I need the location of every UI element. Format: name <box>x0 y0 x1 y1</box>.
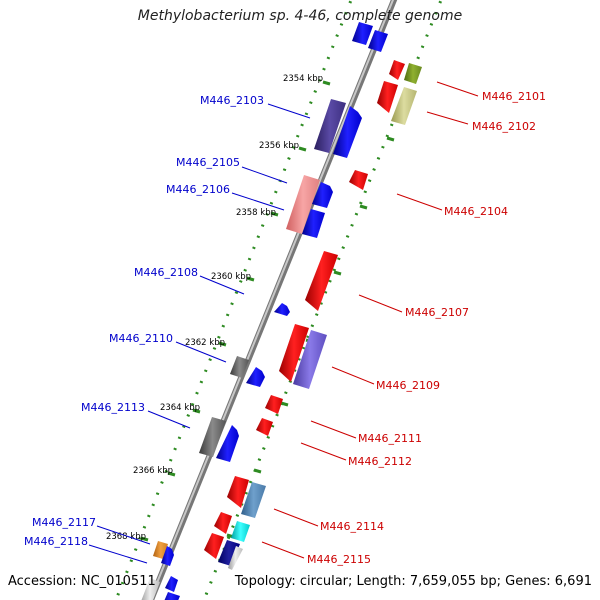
kbp-label: 2364 kbp <box>160 403 200 413</box>
gene-feature[interactable] <box>286 175 320 234</box>
gene-feature[interactable] <box>333 106 362 158</box>
gene-label[interactable]: M446_2111 <box>358 432 422 445</box>
gene-label[interactable]: M446_2103 <box>200 94 264 107</box>
gene-label[interactable]: M446_2102 <box>472 120 536 133</box>
kbp-label: 2354 kbp <box>283 74 323 84</box>
gene-label[interactable]: M446_2107 <box>405 306 469 319</box>
gene-label[interactable]: M446_2108 <box>134 266 198 279</box>
gene-label[interactable]: M446_2117 <box>32 516 96 529</box>
gene-feature[interactable] <box>279 324 309 382</box>
gene-label[interactable]: M446_2105 <box>176 156 240 169</box>
accession-text: Accession: NC_010511 <box>8 574 156 589</box>
gene-label[interactable]: M446_2106 <box>166 183 230 196</box>
gene-feature[interactable] <box>389 60 405 80</box>
gene-feature[interactable] <box>349 170 368 190</box>
gene-label[interactable]: M446_2113 <box>81 401 145 414</box>
gene-feature[interactable] <box>227 476 249 508</box>
gene-feature[interactable] <box>241 482 266 518</box>
gene-feature[interactable] <box>302 209 325 238</box>
gene-feature[interactable] <box>231 521 250 542</box>
gene-label[interactable]: M446_2112 <box>348 455 412 468</box>
kbp-label: 2358 kbp <box>236 208 276 218</box>
gene-feature[interactable] <box>204 533 224 559</box>
gene-feature[interactable] <box>230 356 249 378</box>
gene-feature[interactable] <box>305 251 338 311</box>
gene-features-inner <box>140 22 388 600</box>
gene-feature[interactable] <box>265 395 283 414</box>
gene-feature[interactable] <box>352 22 373 45</box>
gene-feature[interactable] <box>214 512 232 534</box>
gene-feature[interactable] <box>228 546 243 570</box>
map-title: Methylobacterium sp. 4-46, complete geno… <box>137 8 463 24</box>
gene-feature[interactable] <box>377 81 398 113</box>
gene-label[interactable]: M446_2109 <box>376 379 440 392</box>
right-leader-lines <box>261 81 479 559</box>
gene-feature[interactable] <box>312 182 333 208</box>
kbp-label: 2360 kbp <box>211 272 251 282</box>
genome-backbone <box>147 0 398 600</box>
gene-feature[interactable] <box>391 87 417 125</box>
gene-feature[interactable] <box>404 63 422 84</box>
gene-label[interactable]: M446_2110 <box>109 332 173 345</box>
left-leader-lines <box>88 103 311 564</box>
kbp-label: 2356 kbp <box>259 141 299 151</box>
gene-feature[interactable] <box>368 30 388 52</box>
gene-label[interactable]: M446_2115 <box>307 553 371 566</box>
gene-feature[interactable] <box>140 578 160 600</box>
gene-feature[interactable] <box>161 546 174 566</box>
gene-label[interactable]: M446_2104 <box>444 205 508 218</box>
gene-feature[interactable] <box>314 99 346 153</box>
gene-feature[interactable] <box>256 418 273 436</box>
gene-feature[interactable] <box>216 425 239 462</box>
kbp-label: 2368 kbp <box>106 532 146 542</box>
gene-features-outer <box>204 60 422 570</box>
kbp-label: 2362 kbp <box>185 338 225 348</box>
gene-feature[interactable] <box>293 330 327 389</box>
gene-feature[interactable] <box>246 367 265 387</box>
gene-feature[interactable] <box>199 417 226 457</box>
gene-feature[interactable] <box>165 576 178 592</box>
gene-labels-right: M446_2101 M446_2102 M446_2104 M446_2107 … <box>307 90 546 566</box>
gene-feature[interactable] <box>162 592 180 600</box>
kbp-labels: 2354 kbp 2356 kbp 2358 kbp 2360 kbp 2362… <box>106 74 323 542</box>
gene-label[interactable]: M446_2101 <box>482 90 546 103</box>
kbp-label: 2366 kbp <box>133 466 173 476</box>
topology-text: Topology: circular; Length: 7,659,055 bp… <box>234 574 592 589</box>
gene-feature[interactable] <box>274 303 290 316</box>
gene-labels-left: M446_2103 M446_2105 M446_2106 M446_2108 … <box>24 94 264 548</box>
gene-feature[interactable] <box>218 540 240 566</box>
gene-label[interactable]: M446_2118 <box>24 535 88 548</box>
gene-label[interactable]: M446_2114 <box>320 520 384 533</box>
